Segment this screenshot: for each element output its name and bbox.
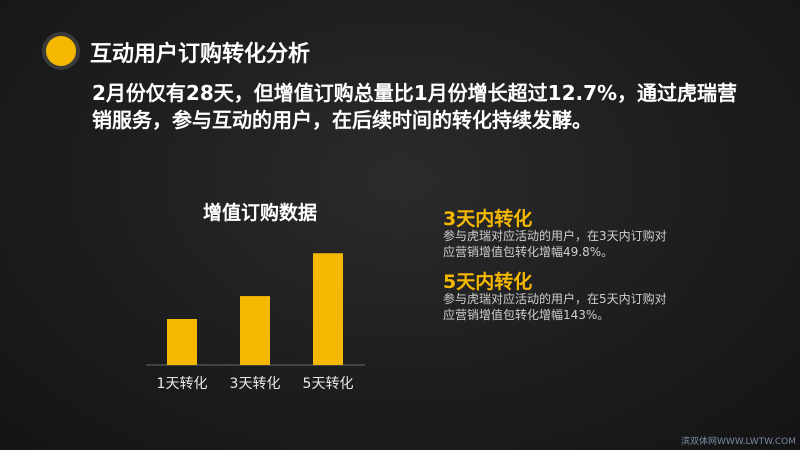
x-tick-label: 3天转化 bbox=[230, 376, 281, 392]
x-tick-label: 5天转化 bbox=[303, 376, 354, 392]
x-tick-label: 1天转化 bbox=[157, 376, 208, 392]
title-bullet-icon bbox=[42, 32, 80, 70]
headline-text: 2月份仅有28天，但增值订购总量比1月份增长超过12.7%，通过虎瑞营销服务，参… bbox=[92, 81, 738, 132]
chart-title: 增值订购数据 bbox=[202, 202, 317, 224]
section-3day-title: 3天内转化 bbox=[443, 208, 533, 230]
page-title: 互动用户订购转化分析 bbox=[90, 42, 311, 67]
bar-2 bbox=[240, 296, 270, 365]
bar-3 bbox=[313, 253, 343, 365]
section-5day-title: 5天内转化 bbox=[443, 271, 533, 293]
bar-1 bbox=[167, 319, 197, 365]
watermark: 滨双体网WWW.LWTW.COM bbox=[681, 437, 796, 447]
section-3day-desc: 参与虎瑞对应活动的用户，在3天内订购对应营销增值包转化增幅49.8%。 bbox=[443, 229, 667, 259]
section-5day-desc: 参与虎瑞对应活动的用户，在5天内订购对应营销增值包转化增幅143%。 bbox=[443, 292, 667, 322]
